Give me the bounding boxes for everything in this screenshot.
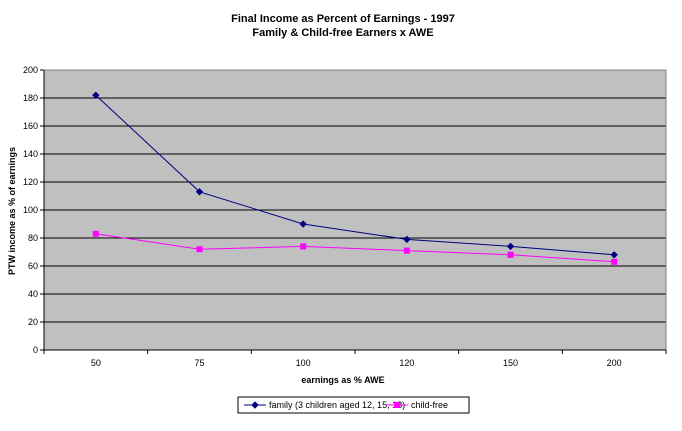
- x-tick-label: 150: [503, 358, 518, 368]
- data-point: [92, 91, 100, 99]
- y-tick-label: 20: [28, 317, 38, 327]
- x-tick-label: 200: [607, 358, 622, 368]
- series-1: [92, 91, 618, 259]
- y-tick-label: 40: [28, 289, 38, 299]
- x-tick-label: 50: [91, 358, 101, 368]
- legend-marker: [251, 401, 259, 409]
- y-tick-label: 60: [28, 261, 38, 271]
- data-point: [507, 251, 514, 258]
- data-point: [610, 251, 618, 259]
- x-tick-label: 100: [296, 358, 311, 368]
- chart-subtitle: Family & Child-free Earners x AWE: [252, 27, 433, 39]
- y-tick-labels: 0 20 40 60 80 100 120 140 160 180 200: [23, 65, 38, 355]
- y-tick-label: 0: [33, 345, 38, 355]
- legend-entry: family (3 children aged 12, 15, 18): [244, 400, 405, 410]
- x-tick-label: 120: [399, 358, 414, 368]
- legend: family (3 children aged 12, 15, 18) child…: [237, 396, 470, 414]
- x-axis-label: earnings as % AWE: [301, 375, 384, 385]
- y-axis-label: PTW income as % of earnings: [7, 147, 17, 275]
- legend-marker: [394, 402, 400, 408]
- chart-title: Final Income as Percent of Earnings - 19…: [231, 13, 455, 25]
- data-point: [506, 242, 515, 251]
- axes: [40, 69, 667, 354]
- data-point: [195, 188, 204, 196]
- series-line: [95, 94, 615, 256]
- data-point: [299, 220, 307, 228]
- data-point: [403, 235, 411, 244]
- legend-label: child-free: [411, 400, 448, 410]
- series-group: [92, 91, 618, 265]
- series-2: [92, 230, 618, 265]
- legend-label: family (3 children aged 12, 15, 18): [269, 400, 405, 410]
- data-point: [403, 247, 410, 254]
- data-point: [92, 230, 99, 237]
- data-point: [196, 246, 203, 253]
- legend-box: [237, 396, 470, 414]
- y-tick-label: 120: [23, 177, 38, 187]
- y-tick-label: 160: [23, 121, 38, 131]
- y-tick-label: 80: [28, 233, 38, 243]
- y-tick-label: 100: [23, 205, 38, 215]
- x-tick-label: 75: [194, 358, 204, 368]
- x-tick-labels: 50 75 100 120 150 200: [91, 358, 622, 368]
- y-tick-label: 140: [23, 149, 38, 159]
- legend-entry: child-free: [386, 400, 448, 410]
- y-tick-label: 180: [23, 93, 38, 103]
- y-tick-label: 200: [23, 65, 38, 75]
- data-point: [611, 258, 618, 265]
- data-point: [300, 243, 307, 250]
- series-line: [95, 233, 615, 263]
